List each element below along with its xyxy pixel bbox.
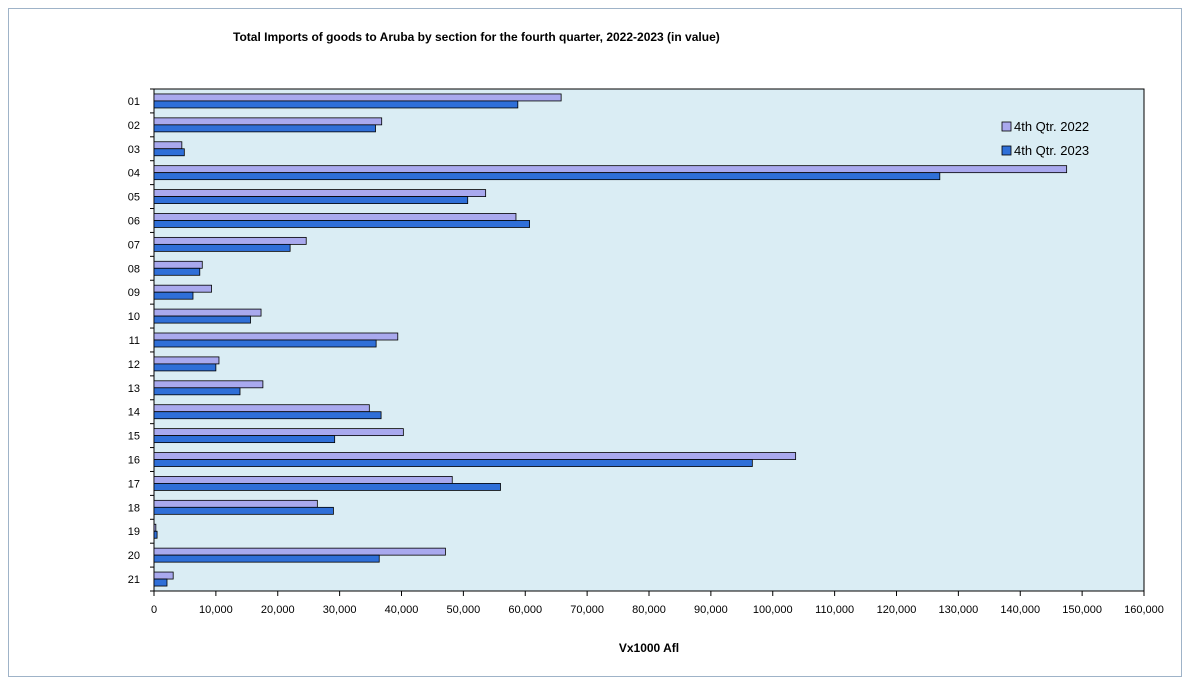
- bar-20-series-2: [153, 554, 380, 563]
- bar-04-series-2: [153, 172, 941, 181]
- bar-14-series-1: [153, 404, 370, 413]
- y-tick-label-16: 16: [128, 455, 140, 467]
- x-tick-label: 0: [151, 604, 157, 616]
- bar-16-series-1: [153, 452, 797, 460]
- bar-13-series-2: [153, 387, 241, 396]
- bar-02-series-2: [153, 124, 376, 133]
- y-tick-label-12: 12: [128, 359, 140, 371]
- bar-chart: Total Imports of goods to Aruba by secti…: [128, 30, 1164, 655]
- bar-07-series-1: [153, 236, 307, 245]
- bar-04-series-1: [153, 165, 1068, 174]
- x-tick-label: 70,000: [570, 604, 604, 616]
- bar-21-series-2: [153, 578, 168, 587]
- y-tick-label-13: 13: [128, 383, 140, 395]
- y-tick-label-19: 19: [128, 526, 140, 538]
- bar-05-series-2: [153, 196, 469, 204]
- x-tick-label: 160,000: [1124, 604, 1164, 616]
- bar-02-series-1: [153, 117, 383, 126]
- bar-15-series-2: [153, 435, 336, 444]
- y-tick-label-20: 20: [128, 550, 140, 562]
- bar-06-series-1: [153, 213, 517, 221]
- bar-09-series-2: [153, 291, 194, 300]
- bar-06-series-2: [153, 220, 530, 228]
- legend-label-2: 4th Qtr. 2023: [1014, 143, 1089, 158]
- legend-label-1: 4th Qtr. 2022: [1014, 119, 1089, 134]
- bars-group: [153, 93, 1068, 587]
- x-axis-title: Vx1000 Afl: [619, 641, 679, 655]
- bar-12-series-2: [153, 363, 217, 372]
- y-tick-label-05: 05: [128, 192, 140, 204]
- legend-swatch-1: [1001, 121, 1012, 132]
- x-tick-label: 80,000: [632, 604, 666, 616]
- bar-10-series-1: [153, 308, 262, 317]
- x-tick-label: 40,000: [385, 604, 419, 616]
- bar-13-series-1: [153, 380, 264, 389]
- x-tick-label: 60,000: [508, 604, 542, 616]
- legend: 4th Qtr. 2022 4th Qtr. 2023: [1001, 119, 1089, 158]
- bar-15-series-1: [153, 428, 404, 437]
- bar-12-series-1: [153, 356, 220, 365]
- y-tick-label-06: 06: [128, 215, 140, 227]
- bar-11-series-1: [153, 332, 399, 341]
- bar-17-series-1: [153, 476, 453, 484]
- bar-09-series-1: [153, 284, 212, 293]
- x-tick-label: 130,000: [938, 604, 978, 616]
- y-tick-label-17: 17: [128, 478, 140, 490]
- bar-08-series-1: [153, 260, 203, 269]
- bar-20-series-1: [153, 547, 446, 556]
- bar-03-series-2: [153, 148, 185, 157]
- y-tick-label-01: 01: [128, 96, 140, 108]
- x-tick-label: 10,000: [199, 604, 233, 616]
- bar-05-series-1: [153, 189, 487, 197]
- y-tick-label-09: 09: [128, 287, 140, 299]
- x-tick-label: 140,000: [1000, 604, 1040, 616]
- y-tick-label-14: 14: [128, 407, 140, 419]
- y-tick-label-07: 07: [128, 239, 140, 251]
- bar-19-series-2: [153, 530, 158, 539]
- bar-10-series-2: [153, 315, 251, 324]
- x-tick-label: 30,000: [323, 604, 357, 616]
- chart-frame: Total Imports of goods to Aruba by secti…: [8, 8, 1182, 677]
- bar-14-series-2: [153, 411, 382, 420]
- y-tick-label-11: 11: [129, 335, 140, 347]
- bar-16-series-2: [153, 459, 753, 467]
- y-tick-label-02: 02: [128, 120, 140, 132]
- bar-21-series-1: [153, 571, 174, 580]
- x-tick-label: 50,000: [447, 604, 481, 616]
- bar-01-series-1: [153, 93, 562, 102]
- y-tick-label-18: 18: [128, 502, 140, 514]
- legend-swatch-2: [1001, 145, 1012, 156]
- bar-08-series-2: [153, 267, 201, 276]
- x-axis: 0 10,000 20,000 30,000 40,000 50,000 60,000 70,…: [151, 591, 1164, 616]
- bar-07-series-2: [153, 243, 291, 252]
- bar-11-series-2: [153, 339, 377, 348]
- y-axis: 01 02 03 04 05 06 07 08 09 10 11 12 13 14 15 16 17 18 19 20…: [128, 88, 154, 592]
- x-tick-label: 110,000: [815, 604, 854, 616]
- x-tick-label: 120,000: [877, 604, 917, 616]
- x-tick-label: 150,000: [1062, 604, 1102, 616]
- y-tick-label-04: 04: [128, 168, 140, 180]
- x-tick-label: 90,000: [694, 604, 728, 616]
- y-tick-label-15: 15: [128, 431, 140, 443]
- y-tick-label-21: 21: [128, 574, 140, 586]
- bar-18-series-1: [153, 499, 318, 508]
- bar-18-series-2: [153, 506, 334, 515]
- y-tick-label-08: 08: [128, 263, 140, 275]
- bar-03-series-1: [153, 141, 183, 150]
- x-tick-label: 20,000: [261, 604, 295, 616]
- bar-17-series-2: [153, 483, 501, 491]
- chart-title: Total Imports of goods to Aruba by secti…: [233, 30, 720, 44]
- bar-19-series-1: [153, 523, 157, 532]
- y-tick-label-03: 03: [128, 144, 140, 156]
- x-tick-label: 100,000: [753, 604, 793, 616]
- bar-01-series-2: [153, 100, 519, 109]
- y-tick-label-10: 10: [128, 311, 140, 323]
